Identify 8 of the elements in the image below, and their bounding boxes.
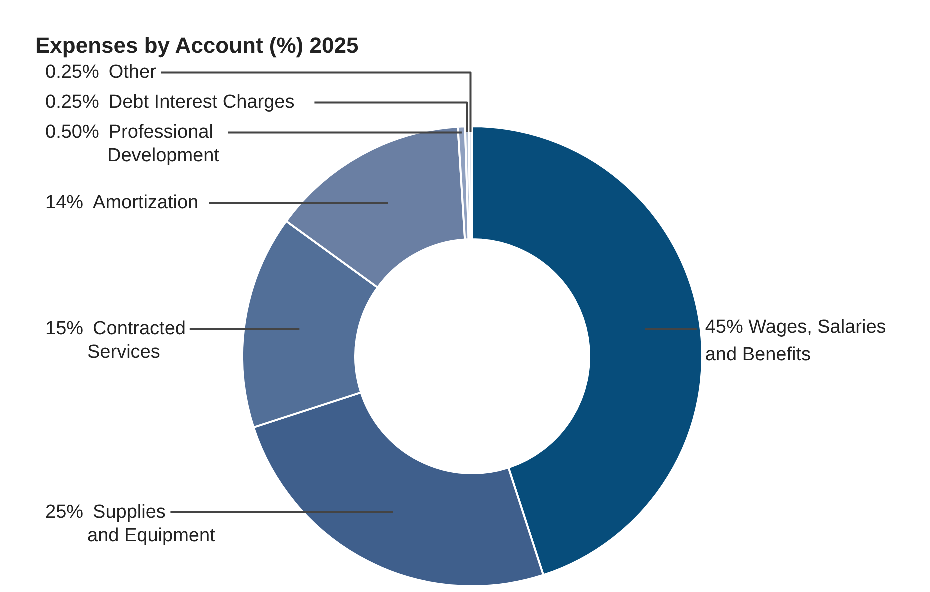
slice-label: 0.50% Professional Development xyxy=(46,122,220,167)
chart-title: Expenses by Account (%) 2025 xyxy=(36,33,359,58)
slice-label: 14% Amortization xyxy=(46,192,199,214)
slice-label: 0.25% Other xyxy=(46,62,158,84)
slice-label: 45% Wages, Salaries and Benefits xyxy=(705,317,886,366)
slice-label: 15% Contracted Services xyxy=(46,318,186,364)
slice-label: 0.25% Debt Interest Charges xyxy=(46,92,295,114)
slice-label: 25% Supplies and Equipment xyxy=(46,502,216,546)
